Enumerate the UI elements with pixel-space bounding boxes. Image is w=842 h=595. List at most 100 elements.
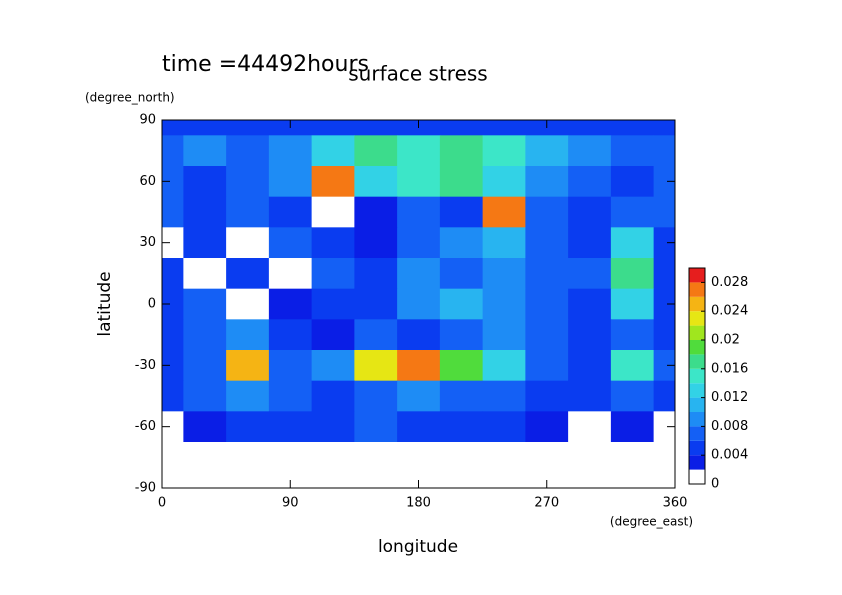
field-cell	[183, 258, 227, 290]
field-cell	[354, 472, 398, 488]
field-cell	[226, 472, 270, 488]
field-cell	[311, 227, 355, 259]
x-axis-label: longitude	[378, 537, 458, 557]
field-cell	[354, 227, 398, 259]
chart-title: surface stress	[348, 62, 487, 86]
field-cell	[439, 120, 484, 136]
field-cell	[653, 380, 675, 412]
colorbar-tick-label: 0.004	[711, 448, 748, 463]
field-cell	[653, 196, 675, 228]
field-cell	[610, 258, 655, 290]
field-cell	[311, 196, 355, 228]
field-cell	[482, 442, 526, 474]
field-cell	[183, 442, 227, 474]
field-cell	[568, 350, 612, 382]
field-cell	[653, 135, 675, 167]
field-cell	[439, 288, 484, 320]
field-cell	[311, 472, 355, 488]
field-cell	[162, 135, 184, 167]
y-axis-label: latitude	[95, 271, 115, 336]
field-cell	[439, 472, 484, 488]
x-tick-label: 90	[282, 496, 299, 511]
field-cell	[311, 350, 355, 382]
field-cell	[525, 135, 569, 167]
field-cell	[183, 472, 227, 488]
field-cell	[568, 472, 612, 488]
field-cell	[354, 442, 398, 474]
field-cell	[568, 135, 612, 167]
field-cell	[482, 319, 526, 351]
field-cell	[311, 380, 355, 412]
x-tick-label: 180	[406, 496, 431, 511]
field-cell	[525, 411, 569, 443]
field-cell	[610, 442, 655, 474]
field-cell	[482, 196, 526, 228]
colorbar-band	[689, 354, 705, 369]
field-cell	[610, 350, 655, 382]
field-cell	[268, 258, 313, 290]
field-cell	[568, 120, 612, 136]
field-cell	[525, 227, 569, 259]
field-cell	[268, 442, 313, 474]
colorbar-band	[689, 268, 705, 283]
field-cell	[525, 442, 569, 474]
colorbar-tick-label: 0.028	[711, 275, 748, 290]
field-cell	[610, 135, 655, 167]
field	[162, 120, 675, 488]
colorbar-band	[689, 282, 705, 297]
field-cell	[162, 166, 184, 198]
field-cell	[226, 288, 270, 320]
field-cell	[439, 258, 484, 290]
field-cell	[354, 350, 398, 382]
field-cell	[354, 319, 398, 351]
colorbar-band	[689, 383, 705, 398]
field-cell	[397, 380, 441, 412]
field-cell	[162, 196, 184, 228]
field-cell	[610, 411, 655, 443]
field-cell	[162, 380, 184, 412]
field-cell	[653, 227, 675, 259]
field-cell	[653, 472, 675, 488]
field-cell	[525, 319, 569, 351]
field-cell	[397, 411, 441, 443]
field-cell	[568, 166, 612, 198]
colorbar-band	[689, 296, 705, 312]
field-cell	[311, 288, 355, 320]
colorbar-tick-label: 0.008	[711, 419, 748, 434]
x-tick-label: 360	[663, 496, 688, 511]
field-cell	[183, 380, 227, 412]
field-cell	[354, 380, 398, 412]
field-cell	[226, 442, 270, 474]
y-tick-label: 30	[139, 235, 156, 250]
field-cell	[482, 350, 526, 382]
field-cell	[311, 135, 355, 167]
field-cell	[162, 227, 184, 259]
field-cell	[268, 166, 313, 198]
field-cell	[568, 380, 612, 412]
field-cell	[183, 166, 227, 198]
field-cell	[525, 380, 569, 412]
colorbar-band	[689, 325, 705, 340]
field-cell	[226, 135, 270, 167]
field-cell	[525, 196, 569, 228]
field-cell	[653, 319, 675, 351]
subtitle: time =44492hours	[162, 52, 369, 77]
field-cell	[268, 319, 313, 351]
y-unit: (degree_north)	[85, 91, 175, 105]
field-cell	[162, 319, 184, 351]
field-cell	[397, 227, 441, 259]
field-cell	[226, 196, 270, 228]
field-cell	[183, 350, 227, 382]
field-cell	[610, 472, 655, 488]
field-cell	[610, 120, 655, 136]
field-cell	[439, 442, 484, 474]
colorbar-frame	[688, 267, 706, 485]
field-cell	[268, 380, 313, 412]
field-cell	[653, 411, 675, 443]
field-cell	[653, 288, 675, 320]
colorbar-band	[689, 368, 705, 384]
field-cell	[397, 258, 441, 290]
field-cell	[482, 258, 526, 290]
y-tick-label: -90	[135, 481, 156, 496]
field-cell	[397, 196, 441, 228]
